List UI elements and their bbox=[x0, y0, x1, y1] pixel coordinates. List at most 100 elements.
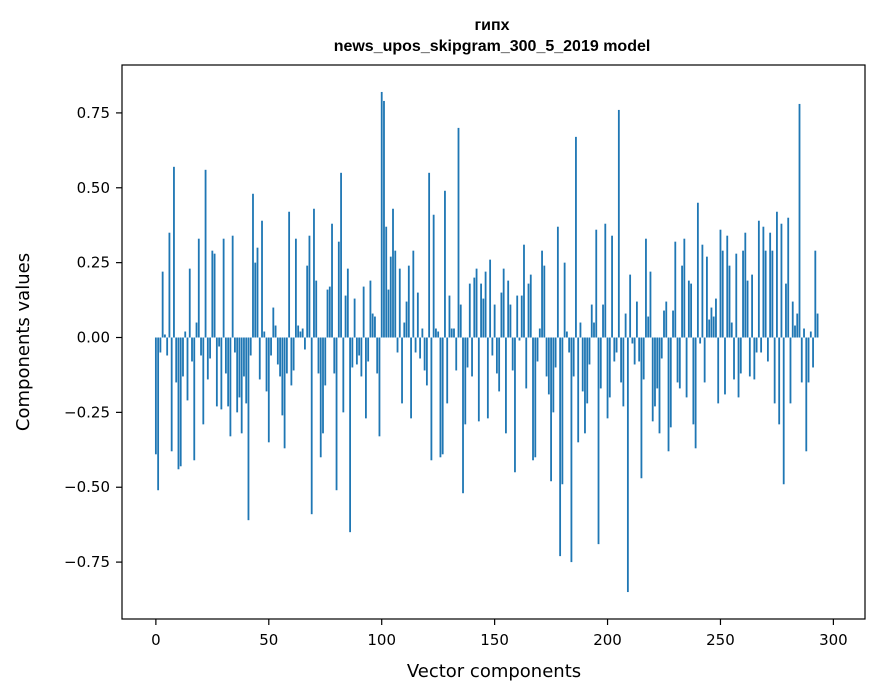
bar-component-53 bbox=[274, 325, 277, 338]
bar-component-238 bbox=[692, 337, 695, 425]
bar-component-237 bbox=[690, 283, 693, 338]
bar-component-38 bbox=[240, 337, 243, 434]
bar-component-136 bbox=[462, 337, 464, 494]
bar-component-28 bbox=[218, 337, 221, 347]
y-tick-label: 0.50 bbox=[77, 179, 110, 197]
x-tick-label: 100 bbox=[367, 631, 396, 649]
bar-component-102 bbox=[385, 226, 388, 338]
bar-component-175 bbox=[550, 337, 552, 482]
bar-component-94 bbox=[367, 337, 370, 362]
bar-component-23 bbox=[206, 337, 209, 380]
bar-component-52 bbox=[272, 307, 275, 338]
bar-component-116 bbox=[416, 292, 419, 338]
bar-component-75 bbox=[324, 337, 327, 386]
bar-component-166 bbox=[529, 274, 532, 338]
bar-component-191 bbox=[586, 337, 589, 404]
bar-component-193 bbox=[590, 304, 593, 338]
bar-component-47 bbox=[261, 220, 263, 338]
bar-component-62 bbox=[294, 238, 297, 338]
bar-component-134 bbox=[457, 127, 460, 338]
bar-component-104 bbox=[389, 256, 392, 338]
bar-component-110 bbox=[403, 322, 406, 338]
bar-component-90 bbox=[358, 337, 361, 356]
bar-component-186 bbox=[575, 136, 577, 338]
bar-component-106 bbox=[394, 250, 397, 338]
bar-component-161 bbox=[518, 337, 521, 341]
bar-component-177 bbox=[554, 337, 557, 368]
bar-component-214 bbox=[638, 337, 641, 362]
bar-component-8 bbox=[173, 166, 175, 338]
bar-component-171 bbox=[541, 250, 543, 338]
bar-component-140 bbox=[471, 337, 473, 377]
bar-component-66 bbox=[304, 337, 306, 350]
bar-component-180 bbox=[561, 337, 564, 485]
plot-frame bbox=[121, 64, 866, 620]
bar-component-83 bbox=[342, 337, 345, 413]
bar-component-138 bbox=[466, 337, 469, 368]
bar-component-130 bbox=[448, 295, 451, 338]
bar-component-124 bbox=[435, 328, 437, 338]
bar-component-81 bbox=[337, 241, 340, 338]
bar-component-151 bbox=[495, 337, 498, 374]
bar-component-268 bbox=[760, 337, 763, 353]
bar-component-72 bbox=[317, 337, 320, 374]
bar-component-17 bbox=[193, 337, 196, 461]
bar-component-35 bbox=[234, 337, 236, 353]
bar-component-63 bbox=[297, 325, 300, 338]
y-axis: −0.75 −0.50 −0.25 0.00 0.25 0.50 0.75 bbox=[64, 104, 122, 571]
bar-component-56 bbox=[281, 337, 284, 416]
bar-component-225 bbox=[663, 310, 665, 338]
bar-component-252 bbox=[724, 337, 726, 395]
bar-component-188 bbox=[579, 322, 582, 338]
bar-component-168 bbox=[534, 337, 537, 458]
x-tick-label: 0 bbox=[151, 631, 161, 649]
bar-component-5 bbox=[166, 337, 169, 356]
bar-component-84 bbox=[344, 295, 347, 338]
bar-component-21 bbox=[202, 337, 205, 425]
bar-component-234 bbox=[683, 238, 686, 338]
bar-component-152 bbox=[498, 337, 501, 392]
bar-component-285 bbox=[798, 103, 801, 338]
bar-component-262 bbox=[746, 280, 749, 338]
bar-component-221 bbox=[654, 337, 656, 407]
bar-component-158 bbox=[511, 337, 514, 371]
bar-component-92 bbox=[362, 286, 365, 338]
bar-component-46 bbox=[258, 337, 261, 380]
bar-component-120 bbox=[425, 337, 428, 386]
bar-component-126 bbox=[439, 337, 442, 458]
bar-component-122 bbox=[430, 337, 433, 461]
bar-component-65 bbox=[301, 328, 304, 338]
bar-component-155 bbox=[505, 337, 507, 434]
bar-component-257 bbox=[735, 253, 738, 338]
bar-component-4 bbox=[164, 334, 166, 338]
bar-component-22 bbox=[204, 169, 207, 338]
bar-component-30 bbox=[222, 238, 225, 338]
bar-component-132 bbox=[453, 328, 455, 338]
bar-component-99 bbox=[378, 337, 381, 437]
bar-component-274 bbox=[773, 337, 776, 404]
bar-component-163 bbox=[523, 244, 525, 338]
bar-component-95 bbox=[369, 280, 372, 338]
bar-component-71 bbox=[315, 280, 318, 338]
bar-component-85 bbox=[346, 268, 349, 338]
bar-component-20 bbox=[200, 337, 202, 356]
bar-component-97 bbox=[374, 316, 376, 338]
bar-component-207 bbox=[622, 337, 625, 407]
bar-component-210 bbox=[629, 274, 632, 338]
bar-component-236 bbox=[687, 280, 690, 338]
bar-component-270 bbox=[764, 250, 767, 338]
bar-component-227 bbox=[667, 337, 670, 452]
bar-component-280 bbox=[787, 217, 790, 338]
y-tick-label: 0.00 bbox=[77, 329, 110, 347]
bar-component-9 bbox=[175, 337, 178, 383]
bar-component-3 bbox=[161, 271, 164, 338]
bar-component-48 bbox=[263, 331, 266, 338]
bar-component-49 bbox=[265, 337, 268, 392]
bar-component-45 bbox=[256, 247, 259, 338]
bar-component-204 bbox=[615, 337, 618, 353]
bar-component-113 bbox=[410, 337, 412, 419]
bar-component-111 bbox=[405, 301, 408, 338]
bar-component-154 bbox=[502, 268, 505, 338]
bar-component-128 bbox=[444, 190, 446, 338]
bar-component-157 bbox=[509, 304, 512, 338]
